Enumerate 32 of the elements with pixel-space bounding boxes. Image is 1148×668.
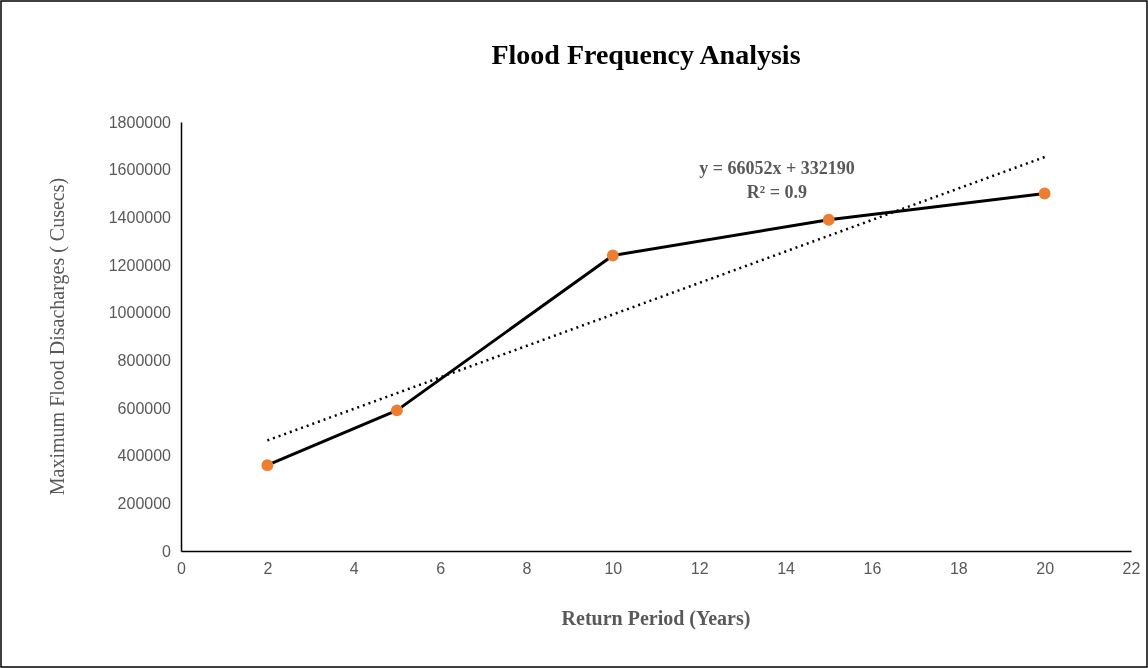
point <box>606 249 619 262</box>
y-axis-title: Maximum Flood Disacharges ( Cusecs) <box>46 177 69 496</box>
x-tick-label: 4 <box>349 560 359 578</box>
x-tick-label: 8 <box>522 560 532 578</box>
y-tick-label: 1800000 <box>108 113 172 131</box>
y-tick-label: 0 <box>162 542 172 560</box>
point <box>1038 187 1051 200</box>
y-tick-label: 400000 <box>117 447 172 465</box>
x-tick-label: 18 <box>949 560 968 578</box>
x-tick-label: 22 <box>1122 560 1141 578</box>
x-axis-title: Return Period (Years) <box>561 607 751 630</box>
chart-title: Flood Frequency Analysis <box>491 39 801 70</box>
y-tick-label: 1200000 <box>108 256 172 274</box>
point <box>261 459 274 472</box>
x-tick-label: 20 <box>1036 560 1055 578</box>
x-tick-label: 6 <box>436 560 446 578</box>
annotation: y = 66052x + 332190 <box>699 158 855 178</box>
x-tick-label: 0 <box>177 560 187 578</box>
x-tick-label: 16 <box>863 560 882 578</box>
x-tick-label: 10 <box>604 560 623 578</box>
x-tick-label: 12 <box>690 560 709 578</box>
y-tick-label: 600000 <box>117 399 172 417</box>
y-tick-label: 1400000 <box>108 208 172 226</box>
y-tick-label: 200000 <box>117 494 172 512</box>
y-tick-label: 800000 <box>117 351 172 369</box>
x-tick-label: 14 <box>777 560 796 578</box>
point <box>390 404 403 417</box>
y-tick-label: 1600000 <box>108 161 172 179</box>
x-tick-label: 2 <box>263 560 273 578</box>
y-tick-label: 1000000 <box>108 304 172 322</box>
point <box>822 213 835 226</box>
annotation: R² = 0.9 <box>746 182 807 202</box>
